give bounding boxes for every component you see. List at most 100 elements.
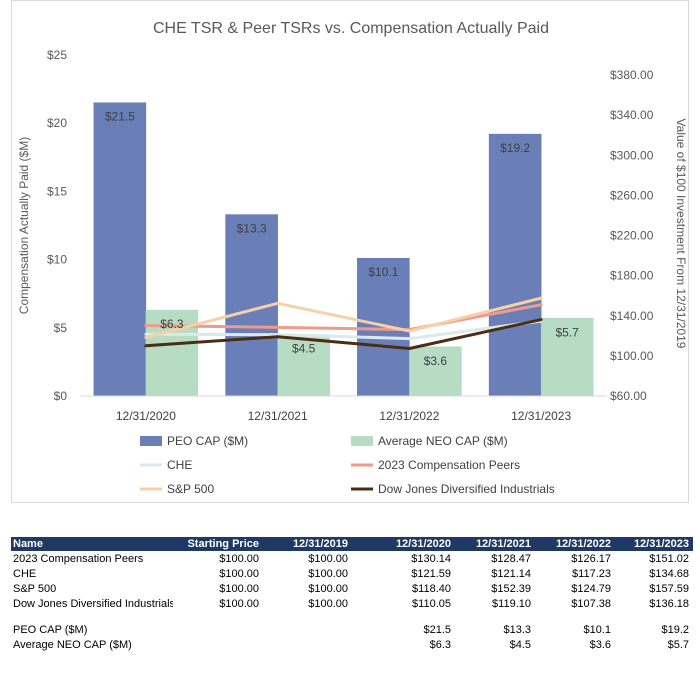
table-row: Dow Jones Diversified Industrials $100.00… <box>11 596 693 611</box>
table-header-cell: 12/31/2023 <box>615 537 693 551</box>
table-spacer-cell <box>11 611 693 622</box>
peo-cap-bar <box>357 257 410 397</box>
table-header-cell: Name <box>11 537 173 551</box>
table-cell: S&P 500 <box>13 582 57 595</box>
neo-cap-data-label: $4.5 <box>292 342 316 356</box>
y2-tick-label: $180.00 <box>610 269 654 283</box>
legend-label: S&P 500 <box>167 482 214 496</box>
table-cell: $13.3 <box>503 623 531 636</box>
y2-tick-label: $260.00 <box>610 188 654 202</box>
table-cell: $151.02 <box>649 552 689 565</box>
y2-axis-title: Value of $100 Investment From 12/31/2019 <box>674 119 688 349</box>
table-cell: $4.5 <box>509 638 531 651</box>
table-cell: $110.05 <box>412 597 451 610</box>
neo-cap-bar <box>540 318 594 397</box>
y-axis-title: Compensation Actually Paid ($M) <box>17 137 31 314</box>
table-cell: $121.59 <box>411 567 451 580</box>
table-header-row: Name Starting Price 12/31/2019 12/31/2020 12… <box>11 537 693 551</box>
y-tick-label: $25 <box>47 48 67 62</box>
neo-cap-data-label: $3.6 <box>424 354 448 368</box>
table-cell: 2023 Compensation Peers <box>13 552 144 565</box>
legend-swatch <box>140 436 162 446</box>
peo-cap-data-label: $13.3 <box>237 222 267 236</box>
table-cell: $100.00 <box>219 582 259 595</box>
table-header-cell: 12/31/2020 <box>352 537 455 551</box>
table-cell: $19.2 <box>661 623 689 636</box>
table-spacer-row <box>11 611 693 622</box>
legend-label: PEO CAP ($M) <box>167 434 248 448</box>
y2-tick-label: $340.00 <box>610 108 654 122</box>
chart-title: CHE TSR & Peer TSRs vs. Compensation Act… <box>153 20 549 37</box>
table-cell: $3.6 <box>589 638 611 651</box>
peo-cap-data-label: $21.5 <box>105 110 135 124</box>
table-header-cell: Starting Price <box>173 537 263 551</box>
table-cell: Dow Jones Diversified Industrials <box>13 597 173 610</box>
table-cell: $100.00 <box>219 597 259 610</box>
y2-tick-label: $100.00 <box>610 349 654 363</box>
table-cell: $134.68 <box>649 567 689 580</box>
table-cell: CHE <box>13 567 37 580</box>
y-tick-label: $20 <box>47 116 67 130</box>
legend-swatch <box>351 436 373 446</box>
peo-cap-bar <box>488 133 542 397</box>
neo-cap-bar <box>409 346 462 397</box>
x-tick-label: 12/31/2021 <box>248 409 308 423</box>
table-cell: $121.14 <box>491 567 531 580</box>
legend-label: Average NEO CAP ($M) <box>378 434 508 448</box>
table-row: CHE $100.00 $100.00 $121.59 $121.14 $117.23 $1… <box>11 566 693 581</box>
tsr-line-2 <box>144 296 543 339</box>
tsr-line-0 <box>144 319 543 341</box>
table-cell <box>173 637 263 652</box>
table-cell: $100.00 <box>308 552 348 565</box>
table-cell: $128.47 <box>491 552 531 565</box>
table-row: S&P 500 $100.00 $100.00 $118.40 $152.39 $124.… <box>11 581 693 596</box>
table-cell <box>173 622 263 637</box>
x-tick-label: 12/31/2022 <box>379 409 439 423</box>
table-cell: $130.14 <box>411 552 451 565</box>
table-cell: PEO CAP ($M) <box>13 623 88 636</box>
table-cell: Average NEO CAP ($M) <box>13 638 132 651</box>
table-cell: $119.10 <box>492 597 531 610</box>
y2-tick-label: $60.00 <box>610 389 647 403</box>
table-header-cell: 12/31/2019 <box>263 537 352 551</box>
table-cell: $100.00 <box>308 597 348 610</box>
table-cell: $117.23 <box>572 567 611 580</box>
peo-cap-bar <box>93 102 147 397</box>
peo-cap-data-label: $10.1 <box>368 265 398 279</box>
legend-label: Dow Jones Diversified Industrials <box>378 482 555 496</box>
y2-tick-label: $300.00 <box>610 148 654 162</box>
table-cell: $100.00 <box>219 567 259 580</box>
table-cell: $157.59 <box>649 582 689 595</box>
x-tick-label: 12/31/2023 <box>511 409 571 423</box>
table-cell: $124.79 <box>571 582 611 595</box>
cap-row: Average NEO CAP ($M) $6.3 $4.5 $3.6 $5.7 <box>11 637 693 652</box>
table-cell: $126.17 <box>571 552 611 565</box>
legend-label: CHE <box>167 458 192 472</box>
peo-cap-data-label: $19.2 <box>500 141 530 155</box>
table-cell: $107.38 <box>571 597 611 610</box>
table-cell: $152.39 <box>491 582 531 595</box>
legend-label: 2023 Compensation Peers <box>378 458 520 472</box>
table-row: 2023 Compensation Peers $100.00 $100.00 $13… <box>11 551 693 566</box>
table-header-cell: 12/31/2022 <box>535 537 615 551</box>
table-cell: $6.3 <box>429 638 451 651</box>
y-tick-label: $15 <box>47 184 67 198</box>
table-cell: $136.18 <box>649 597 689 610</box>
y2-tick-label: $140.00 <box>610 309 654 323</box>
table-cell: $10.1 <box>583 623 611 636</box>
y2-tick-label: $220.00 <box>610 229 654 243</box>
table-cell: $100.00 <box>219 552 259 565</box>
table-cell <box>263 622 352 637</box>
table-cell: $100.00 <box>308 582 348 595</box>
tsr-line-3 <box>144 318 543 350</box>
neo-cap-data-label: $5.7 <box>555 325 579 339</box>
table-header-cell: 12/31/2021 <box>455 537 535 551</box>
table-cell <box>263 637 352 652</box>
table-cell: $21.5 <box>423 623 451 636</box>
table-cell: $118.40 <box>412 582 451 595</box>
y2-tick-label: $380.00 <box>610 68 654 82</box>
table-cell: $100.00 <box>308 567 348 580</box>
table-cell: $5.7 <box>667 638 689 651</box>
tsr-line-1 <box>144 303 543 332</box>
y-tick-label: $5 <box>54 321 68 335</box>
